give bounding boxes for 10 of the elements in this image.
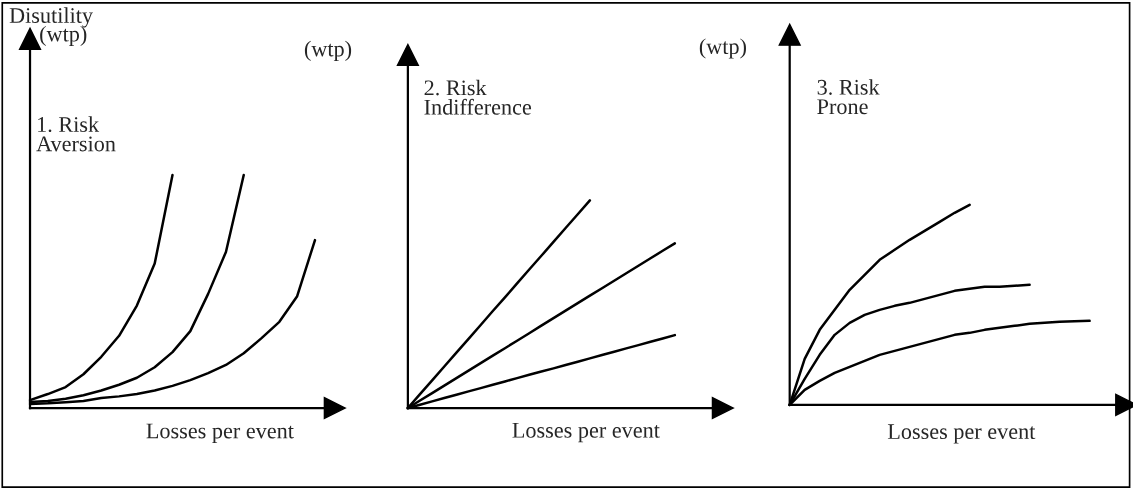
- y-axis-title: (wtp): [304, 40, 352, 61]
- x-axis-title: Losses per event: [887, 424, 1036, 444]
- x-axis-title: Losses per event: [146, 423, 294, 443]
- x-axis-title: Losses per event: [512, 423, 660, 443]
- chart-title: 2. Risk Indifference: [424, 79, 532, 115]
- chart-title: 1. Risk Aversion: [36, 116, 116, 152]
- chart-title: 3. Risk Prone: [817, 79, 880, 115]
- text: Disutility: [9, 7, 93, 28]
- y-axis-title: (wtp): [699, 38, 746, 59]
- y-axis-title: (wtp): [40, 25, 87, 47]
